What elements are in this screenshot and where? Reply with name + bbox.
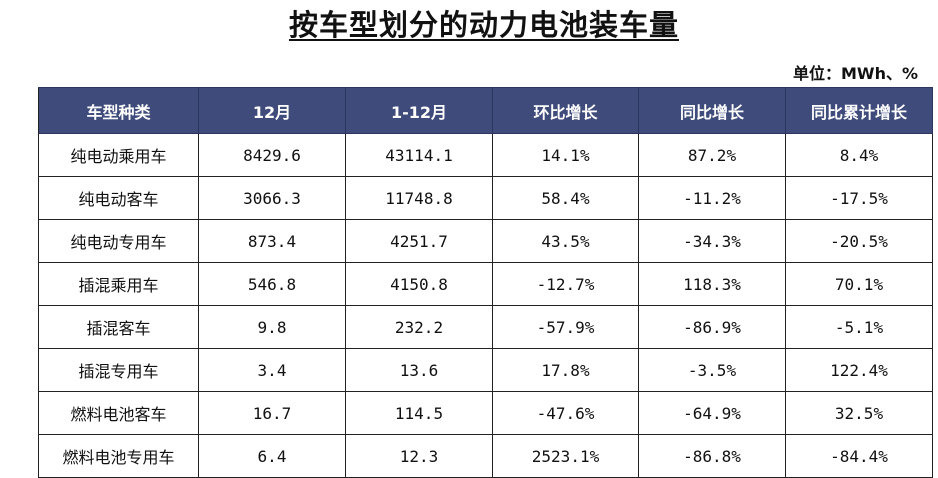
value-cell: 8.4% xyxy=(785,133,933,177)
column-header: 车型种类 xyxy=(38,87,199,134)
column-header: 同比增长 xyxy=(638,87,786,134)
column-header: 同比累计增长 xyxy=(785,87,933,134)
vehicle-type-cell: 纯电动专用车 xyxy=(38,219,199,263)
value-cell: -84.4% xyxy=(785,434,933,478)
value-cell: 4251.7 xyxy=(345,219,493,263)
value-cell: -12.7% xyxy=(492,262,639,306)
vehicle-type-cell: 插混客车 xyxy=(38,305,199,349)
value-cell: 8429.6 xyxy=(198,133,346,177)
value-cell: -34.3% xyxy=(638,219,786,263)
value-cell: -20.5% xyxy=(785,219,933,263)
vehicle-type-cell: 纯电动客车 xyxy=(38,176,199,220)
table-row: 纯电动乘用车 8429.6 43114.1 14.1% 87.2% 8.4% xyxy=(38,133,933,177)
value-cell: -5.1% xyxy=(785,305,933,349)
value-cell: 16.7 xyxy=(198,391,346,435)
table-row: 插混乘用车 546.8 4150.8 -12.7% 118.3% 70.1% xyxy=(38,262,933,306)
value-cell: 232.2 xyxy=(345,305,493,349)
value-cell: 14.1% xyxy=(492,133,639,177)
table-row: 纯电动客车 3066.3 11748.8 58.4% -11.2% -17.5% xyxy=(38,176,933,220)
vehicle-type-cell: 纯电动乘用车 xyxy=(38,133,199,177)
column-header: 环比增长 xyxy=(492,87,639,134)
column-header: 1-12月 xyxy=(345,87,493,134)
vehicle-type-cell: 插混专用车 xyxy=(38,348,199,392)
page-title: 按车型划分的动力电池装车量 xyxy=(0,2,938,44)
value-cell: 3.4 xyxy=(198,348,346,392)
value-cell: -64.9% xyxy=(638,391,786,435)
vehicle-type-cell: 插混乘用车 xyxy=(38,262,199,306)
table-header-row: 车型种类 12月 1-12月 环比增长 同比增长 同比累计增长 xyxy=(38,87,933,134)
column-header: 12月 xyxy=(198,87,346,134)
value-cell: 32.5% xyxy=(785,391,933,435)
table-row: 插混客车 9.8 232.2 -57.9% -86.9% -5.1% xyxy=(38,305,933,349)
value-cell: 13.6 xyxy=(345,348,493,392)
value-cell: 3066.3 xyxy=(198,176,346,220)
vehicle-type-cell: 燃料电池客车 xyxy=(38,391,199,435)
vehicle-type-cell: 燃料电池专用车 xyxy=(38,434,199,478)
value-cell: 2523.1% xyxy=(492,434,639,478)
value-cell: 58.4% xyxy=(492,176,639,220)
battery-table: 车型种类 12月 1-12月 环比增长 同比增长 同比累计增长 纯电动乘用车 8429.6 4… xyxy=(38,87,933,478)
table-row: 纯电动专用车 873.4 4251.7 43.5% -34.3% -20.5% xyxy=(38,219,933,263)
value-cell: 122.4% xyxy=(785,348,933,392)
value-cell: 12.3 xyxy=(345,434,493,478)
value-cell: -3.5% xyxy=(638,348,786,392)
value-cell: 546.8 xyxy=(198,262,346,306)
value-cell: 17.8% xyxy=(492,348,639,392)
value-cell: 11748.8 xyxy=(345,176,493,220)
value-cell: 9.8 xyxy=(198,305,346,349)
unit-label: 单位：MWh、% xyxy=(793,64,918,83)
value-cell: 6.4 xyxy=(198,434,346,478)
value-cell: 87.2% xyxy=(638,133,786,177)
value-cell: -47.6% xyxy=(492,391,639,435)
value-cell: 43114.1 xyxy=(345,133,493,177)
title-text: 按车型划分的动力电池装车量 xyxy=(288,8,679,42)
value-cell: 43.5% xyxy=(492,219,639,263)
value-cell: -57.9% xyxy=(492,305,639,349)
value-cell: 70.1% xyxy=(785,262,933,306)
value-cell: 118.3% xyxy=(638,262,786,306)
value-cell: 873.4 xyxy=(198,219,346,263)
value-cell: 114.5 xyxy=(345,391,493,435)
table-row: 燃料电池客车 16.7 114.5 -47.6% -64.9% 32.5% xyxy=(38,391,933,435)
value-cell: -11.2% xyxy=(638,176,786,220)
table-row: 燃料电池专用车 6.4 12.3 2523.1% -86.8% -84.4% xyxy=(38,434,933,478)
value-cell: -86.9% xyxy=(638,305,786,349)
value-cell: -17.5% xyxy=(785,176,933,220)
value-cell: -86.8% xyxy=(638,434,786,478)
value-cell: 4150.8 xyxy=(345,262,493,306)
table-row: 插混专用车 3.4 13.6 17.8% -3.5% 122.4% xyxy=(38,348,933,392)
